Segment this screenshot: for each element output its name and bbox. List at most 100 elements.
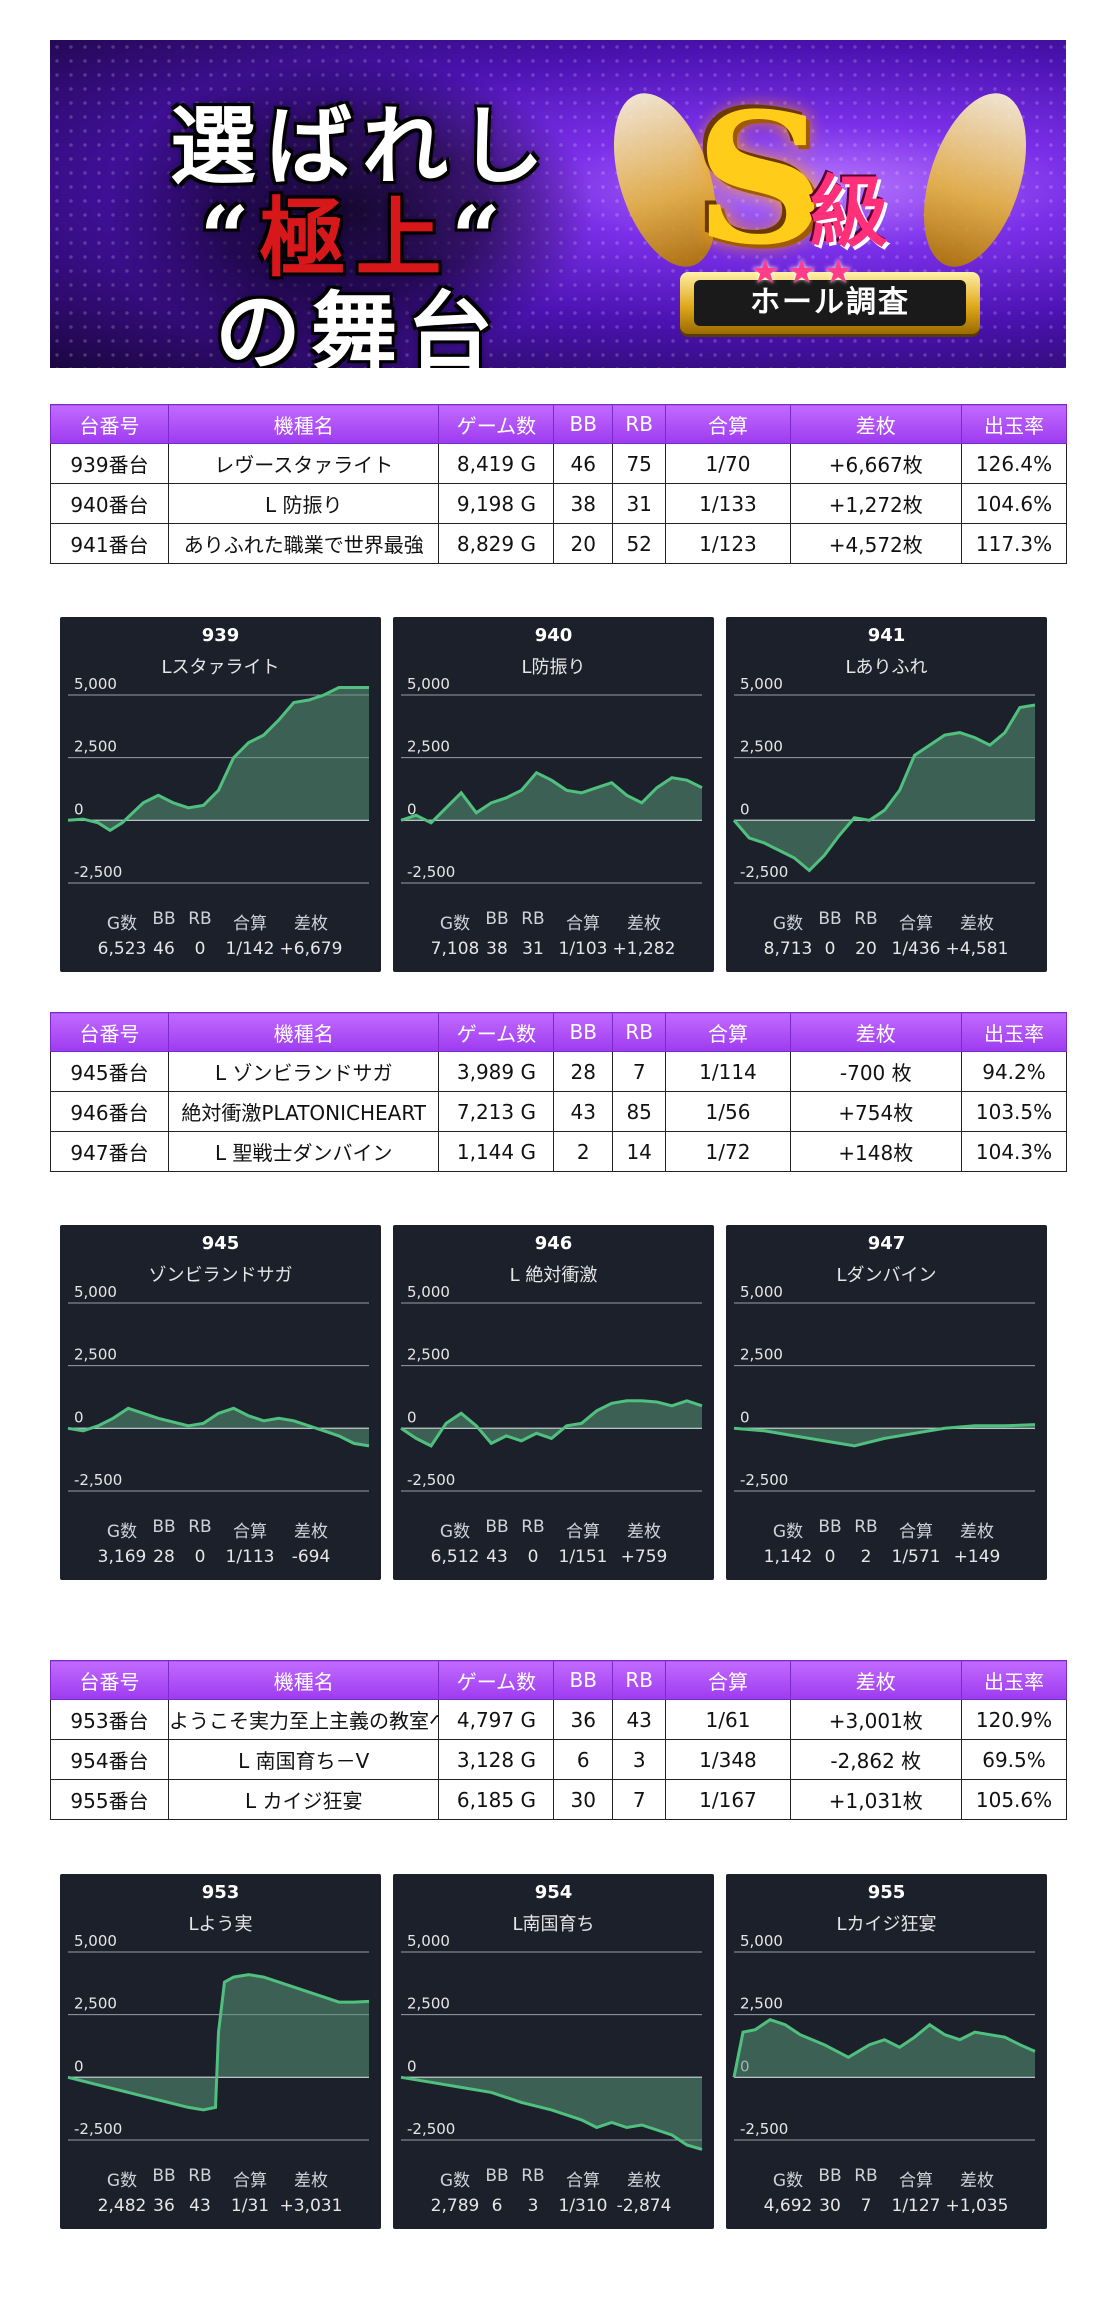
cell-rate: 120.9% <box>961 1699 1067 1740</box>
column-header: RB <box>611 1660 667 1700</box>
graph-card: 940 L防振り 5,000 2,500 0 -2,500 G数 7,108 BB 38 RB 31 合… <box>393 617 714 972</box>
graph-card: 939 Lスタァライト 5,000 2,500 0 -2,500 G数 6,523 BB 46 RB… <box>60 617 381 972</box>
open-quote: “ <box>200 188 260 289</box>
slump-graph: 5,000 2,500 0 -2,500 <box>400 675 703 884</box>
stat-label-rb: RB <box>854 1517 878 1537</box>
cell-diff: +1,272枚 <box>789 483 963 524</box>
stat-label-rb: RB <box>188 909 212 929</box>
y-tick-label: -2,500 <box>407 1471 455 1489</box>
cell-no: 946番台 <box>49 1091 170 1132</box>
stat-value-g: 4,692 <box>763 2196 813 2216</box>
stat-value-combined: 1/151 <box>558 1547 608 1567</box>
results-table: 台番号 機種名 ゲーム数 BB RB 合算 差枚 出玉率 945番台 L ゾンビランドサガ 3,98… <box>49 1012 1067 1172</box>
y-tick-label: 5,000 <box>740 1283 783 1301</box>
cell-name: L 聖戦士ダンバイン <box>168 1131 440 1172</box>
slump-graph: 5,000 2,500 0 -2,500 <box>400 1283 703 1492</box>
y-tick-label: 5,000 <box>407 1932 450 1950</box>
stat-label-bb: BB <box>485 2166 509 2186</box>
stat-label-diff: 差枚 <box>294 2171 328 2191</box>
graph-card: 955Lカイジ狂宴5,0002,5000-2,500G数4,692BB30RB7… <box>726 1874 1047 2229</box>
stat-value-combined: 1/571 <box>891 1547 941 1567</box>
stat-label-combined: 合算 <box>233 2171 267 2191</box>
table-row: 945番台 L ゾンビランドサガ 3,989 G 28 7 1/114 -700 枚 94.2… <box>49 1051 1067 1092</box>
y-tick-label: 5,000 <box>407 1283 450 1301</box>
y-tick-label: 0 <box>740 800 750 818</box>
column-header: 出玉率 <box>961 1660 1067 1700</box>
hero-banner: 選ばれし “極上“ の舞台 S 級 ホール調査 ★★★ <box>50 40 1066 368</box>
y-tick-label: -2,500 <box>74 863 122 881</box>
banner-line-3: の舞台 <box>215 282 503 368</box>
graph-card: 941 Lありふれ 5,000 2,500 0 -2,500 G数 8,713 BB 0 RB 20 合… <box>726 617 1047 972</box>
stat-label-g: G数 <box>772 1522 804 1542</box>
cell-games: 8,419 G <box>438 443 555 484</box>
stat-label-diff: 差枚 <box>627 1522 661 1542</box>
cell-no: 947番台 <box>49 1131 170 1172</box>
stat-value-rb: 43 <box>189 2196 211 2216</box>
ink-splash <box>110 60 590 360</box>
stat-label-rb: RB <box>854 909 878 929</box>
cell-games: 3,989 G <box>438 1051 555 1092</box>
cell-combined: 1/133 <box>665 483 791 524</box>
stat-label-combined: 合算 <box>899 914 933 934</box>
column-header: RB <box>611 1012 667 1052</box>
cell-rb: 7 <box>611 1051 667 1092</box>
stat-value-diff: +1,282 <box>612 939 676 959</box>
column-header: 合算 <box>665 1012 791 1052</box>
series-line <box>67 1973 370 2112</box>
slump-graph: 5,000 2,500 0 -2,500 <box>733 1283 1036 1492</box>
stat-label-diff: 差枚 <box>294 1522 328 1542</box>
cell-rb: 52 <box>611 523 667 564</box>
series-line <box>400 2075 703 2151</box>
cell-diff: +148枚 <box>789 1131 963 1172</box>
y-tick-label: 0 <box>74 1408 84 1426</box>
cell-rb: 14 <box>611 1131 667 1172</box>
cell-rate: 104.6% <box>961 483 1067 524</box>
series-line <box>67 1406 370 1448</box>
cell-combined: 1/56 <box>665 1091 791 1132</box>
column-header: 差枚 <box>789 1660 963 1700</box>
y-tick-label: 0 <box>407 2057 417 2075</box>
stat-value-bb: 0 <box>824 939 836 959</box>
y-tick-label: -2,500 <box>74 1471 122 1489</box>
cell-no: 945番台 <box>49 1051 170 1092</box>
table-row: 940番台 L 防振り 9,198 G 38 31 1/133 +1,272枚 104.6% <box>49 483 1067 524</box>
series-area <box>734 1424 1035 1446</box>
table-header-row: 台番号 機種名 ゲーム数 BB RB 合算 差枚 出玉率 <box>49 1012 1067 1052</box>
cell-name: L ゾンビランドサガ <box>168 1051 440 1092</box>
series-line <box>732 703 1036 873</box>
stat-label-bb: BB <box>152 2166 176 2186</box>
graph-card: 946 L 絶対衝激 5,000 2,500 0 -2,500 G数 6,512 BB 43 RB 0… <box>393 1225 714 1580</box>
cell-rb: 75 <box>611 443 667 484</box>
graph-title: ゾンビランドサガ <box>148 1265 293 1286</box>
cell-name: ありふれた職業で世界最強 <box>168 523 440 564</box>
stat-value-combined: 1/103 <box>558 939 608 959</box>
banner-line-1: 選ばれし <box>170 96 554 197</box>
stat-value-diff: -694 <box>291 1547 331 1567</box>
stat-value-bb: 30 <box>819 2196 841 2216</box>
graph-machine-number: 947 <box>867 1233 906 1254</box>
y-tick-label: 2,500 <box>407 738 450 756</box>
stat-label-g: G数 <box>439 914 471 934</box>
column-header: ゲーム数 <box>438 1660 555 1700</box>
cell-no: 941番台 <box>49 523 170 564</box>
stat-label-g: G数 <box>106 1522 138 1542</box>
y-tick-label: 2,500 <box>740 1346 783 1364</box>
column-header: ゲーム数 <box>438 1012 555 1052</box>
stat-label-g: G数 <box>439 2171 471 2191</box>
stat-value-diff: +149 <box>953 1547 1001 1567</box>
slump-graph: 5,000 2,500 0 -2,500 <box>67 1932 370 2141</box>
table-row: 955番台 L カイジ狂宴 6,185 G 30 7 1/167 +1,031枚 105.6% <box>49 1779 1067 1820</box>
close-quote: “ <box>451 188 511 289</box>
column-header: 合算 <box>665 1660 791 1700</box>
stat-value-combined: 1/31 <box>230 2196 270 2216</box>
y-tick-label: -2,500 <box>740 1471 788 1489</box>
cell-diff: -2,862 枚 <box>789 1739 963 1780</box>
stat-value-g: 2,482 <box>97 2196 147 2216</box>
stat-label-combined: 合算 <box>233 1522 267 1542</box>
cell-no: 954番台 <box>49 1739 170 1780</box>
column-header: 差枚 <box>789 404 963 444</box>
column-header: 台番号 <box>49 1660 170 1700</box>
graph-card: 953 Lよう実 5,000 2,500 0 -2,500 G数 2,482 BB 36 RB 43 合… <box>60 1874 381 2229</box>
slump-graph: 5,000 2,500 0 -2,500 <box>67 675 369 884</box>
stat-label-rb: RB <box>521 1517 545 1537</box>
